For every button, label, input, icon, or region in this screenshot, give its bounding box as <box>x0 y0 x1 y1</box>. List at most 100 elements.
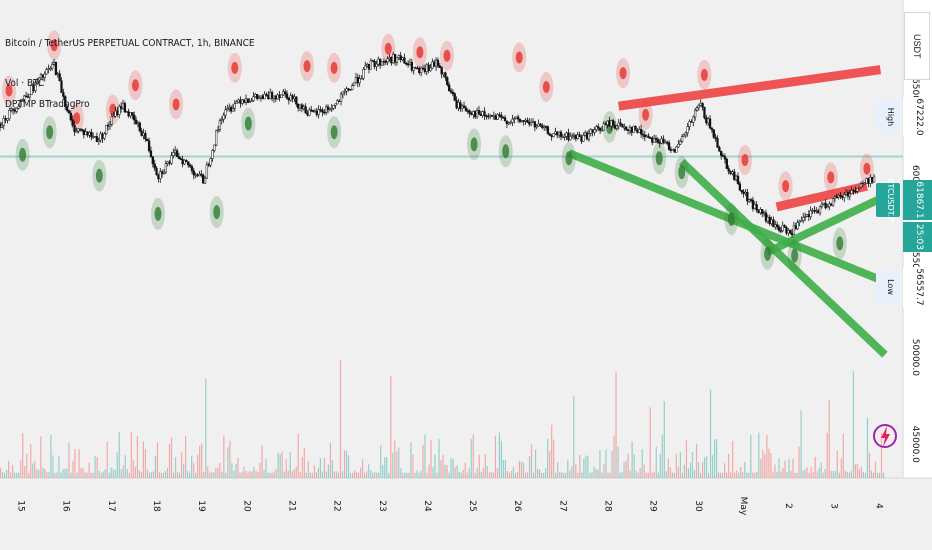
candle-body <box>630 126 633 133</box>
volume-bar <box>372 472 374 478</box>
candle-body <box>80 129 84 131</box>
candle-body <box>479 113 482 116</box>
volume-bar <box>691 452 694 478</box>
candle-body <box>362 69 365 79</box>
candle-body <box>138 122 141 132</box>
volume-bar <box>102 471 104 478</box>
volume-bar <box>641 449 643 478</box>
candle-body <box>160 171 164 174</box>
candle-body <box>194 174 197 177</box>
candle-body <box>753 204 756 209</box>
volume-bar <box>36 468 38 478</box>
candle-body <box>587 133 591 140</box>
volume-bar <box>2 472 4 478</box>
candle-body <box>474 111 477 118</box>
candle-body <box>324 106 328 113</box>
volume-bar <box>655 446 657 478</box>
candle-body <box>576 134 579 139</box>
volume-bar <box>713 439 716 478</box>
volume-bar <box>146 469 149 478</box>
volume-bar <box>148 472 151 478</box>
volume-bar <box>339 360 342 478</box>
candle-body <box>125 111 128 113</box>
volume-bar <box>388 472 390 478</box>
candle-body <box>727 168 730 172</box>
volume-bar <box>671 472 673 478</box>
volume-bar <box>788 459 790 478</box>
volume-bar <box>333 471 336 478</box>
volume-bar <box>56 472 58 478</box>
volume-bar <box>844 470 846 478</box>
volume-bar <box>514 472 517 478</box>
volume-bar <box>213 472 215 478</box>
pivot-low-marker <box>470 137 478 152</box>
volume-bar <box>343 450 346 478</box>
volume-bar <box>633 454 635 478</box>
volume-bar <box>601 472 603 478</box>
volume-bar <box>430 440 432 478</box>
candle-body <box>410 61 414 71</box>
candle-body <box>386 58 389 63</box>
volume-bar <box>720 472 722 478</box>
candle-body <box>401 57 404 60</box>
candle-body <box>237 99 240 103</box>
candle-body <box>200 173 203 176</box>
volume-bar <box>482 467 484 478</box>
volume-bar <box>804 469 806 478</box>
volume-bar <box>472 434 474 478</box>
candle-body <box>503 117 507 122</box>
candle-body <box>179 158 182 160</box>
candle-body <box>822 202 825 205</box>
candle-body <box>384 61 387 63</box>
volume-bar <box>10 472 12 478</box>
volume-bar <box>275 469 277 478</box>
candle-body <box>548 133 551 136</box>
candle-body <box>285 93 289 99</box>
candle-body <box>457 102 460 109</box>
volume-bar <box>508 472 511 478</box>
candle-body <box>276 94 279 100</box>
time-tick-label: 27 <box>557 500 567 511</box>
volume-bar <box>130 432 132 478</box>
candle-body <box>867 178 870 184</box>
volume-bar <box>398 447 400 478</box>
candle-body <box>528 121 531 125</box>
currency-button[interactable]: USDT <box>904 12 930 80</box>
volume-bar <box>541 472 543 478</box>
volume-bar <box>62 469 64 478</box>
candle-body <box>666 141 669 144</box>
candle-body <box>466 110 469 112</box>
candle-body <box>442 72 445 75</box>
volume-bar <box>490 472 492 478</box>
candle-body <box>647 135 650 138</box>
candle-body <box>67 110 71 114</box>
volume-bar <box>64 468 66 478</box>
candle-body <box>796 222 799 230</box>
candle-body <box>522 120 525 122</box>
countdown-bg <box>903 222 932 252</box>
volume-bar <box>649 407 651 478</box>
candle-body <box>317 109 320 115</box>
candle-body <box>613 125 617 129</box>
candle-body <box>131 112 134 116</box>
volume-bar <box>543 472 545 478</box>
last-price-value-bg <box>903 180 932 220</box>
candle-body <box>790 232 794 236</box>
candle-body <box>755 204 758 211</box>
candle-body <box>721 155 725 157</box>
volume-bar <box>539 469 541 478</box>
candle-body <box>257 97 261 99</box>
volume-bar <box>852 371 854 478</box>
candle-body <box>153 163 156 169</box>
volume-bar <box>241 472 243 478</box>
volume-bar <box>697 461 700 478</box>
volume-bar <box>8 460 10 478</box>
candle-body <box>783 225 786 228</box>
volume-bar <box>673 472 675 478</box>
time-axis-bg <box>0 478 932 550</box>
candle-body <box>848 193 851 197</box>
volume-bar <box>659 454 661 478</box>
candle-body <box>408 61 412 65</box>
time-tick-label: 2 <box>783 503 793 509</box>
